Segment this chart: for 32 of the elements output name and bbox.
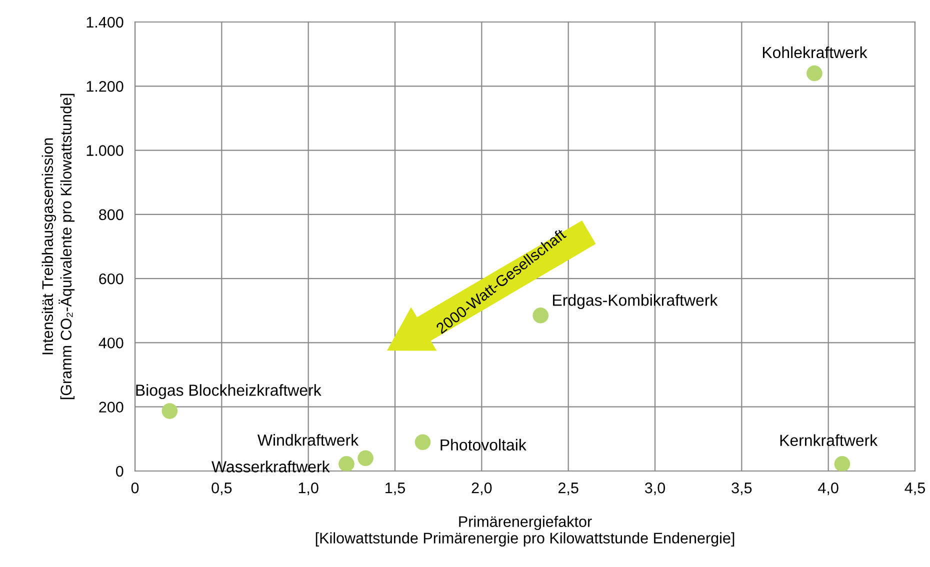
y-tick-label: 800	[99, 209, 124, 220]
point	[338, 456, 354, 471]
y-tick-label: 1.200	[86, 81, 124, 92]
annotation: Windkraftwerk	[257, 434, 359, 446]
point	[162, 403, 178, 419]
y-tick-label: 0	[116, 466, 124, 477]
y-tick-label: 200	[99, 402, 124, 413]
annotation: Photovoltaik	[440, 438, 526, 451]
y-tick-label: 1.000	[86, 145, 124, 156]
x-tick-label: 4,5	[904, 482, 925, 496]
point	[414, 434, 431, 450]
x-tick-label: 2,5	[558, 482, 578, 496]
y-tick-label: 400	[98, 338, 124, 348]
y-tick-label: 1.400	[86, 16, 124, 28]
annotation: Biogas Blockheizkraftwerk	[136, 384, 322, 400]
x-tick-label: 0	[131, 482, 139, 494]
annotation: Kohlekraftwerk	[762, 46, 868, 58]
x-tick-label: 3,5	[732, 482, 752, 496]
annotation: Wasserkraftwerk	[212, 460, 330, 472]
x-tick-label: 0,5	[212, 482, 232, 496]
x-tick-label: 1,0	[298, 482, 318, 496]
point	[806, 65, 822, 82]
x-axis-title: Primärenergiefaktor [Kilowattstunde Primärenergie pro Kilowattstunde Endenergie]	[316, 516, 734, 546]
x-tick-label: 2,0	[472, 482, 492, 496]
x-tick-label: 3,0	[644, 482, 666, 496]
x-tick-label: 1,5	[386, 482, 405, 496]
y-axis-title: Intensität Treibhausgasemission [Gramm CO₂-Äquivalente pro Kilowattstunde]	[42, 94, 75, 400]
annotation: Kernkraftwerk	[780, 434, 878, 446]
point	[834, 456, 850, 471]
point	[358, 450, 374, 466]
y-tick-label: 600	[99, 273, 124, 284]
x-tick-label: 4,0	[818, 482, 838, 496]
